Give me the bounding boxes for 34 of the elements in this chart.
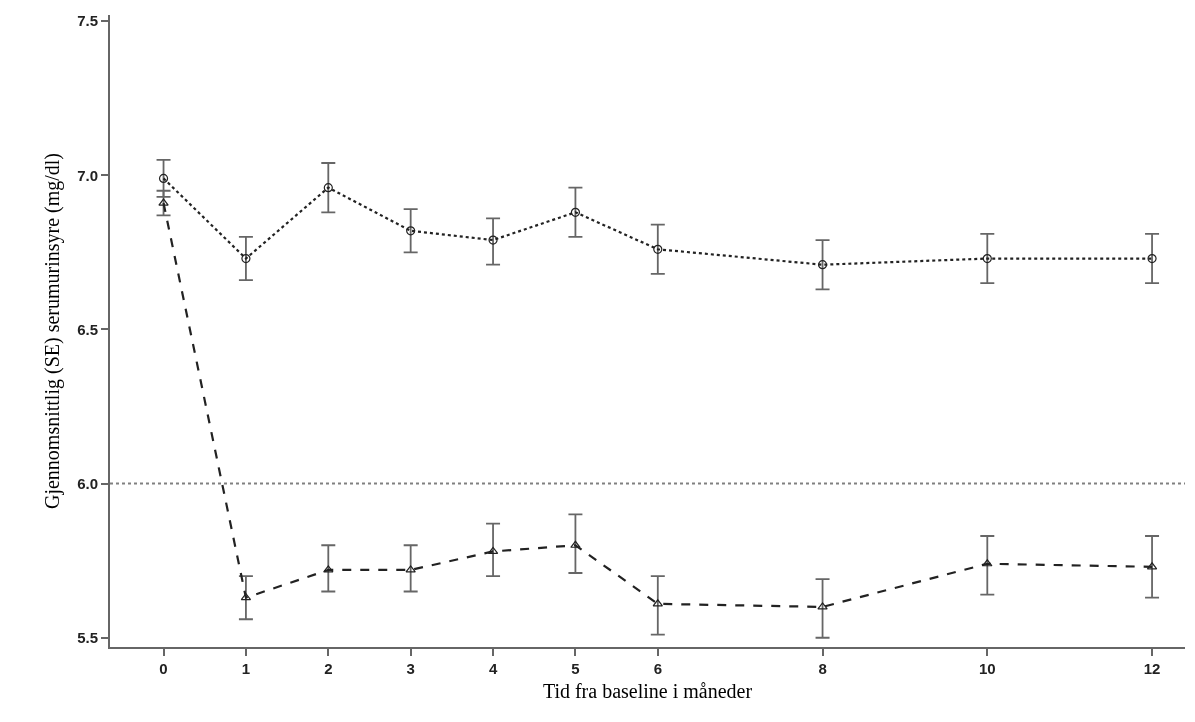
x-tick-label: 4 [488, 660, 498, 677]
y-tick-label: 5.5 [77, 629, 98, 646]
point [406, 226, 416, 236]
point [817, 602, 828, 610]
x-tick-label: 10 [978, 660, 996, 677]
point [488, 235, 498, 245]
point [653, 244, 663, 254]
y-tick-label: 6.5 [77, 320, 98, 338]
y-axis-title: Gjennomsnittlig (SE) serumurinsyre (mg/dl) [41, 152, 65, 510]
x-tick-label: 0 [159, 660, 168, 677]
x-tick-label: 12 [1143, 660, 1161, 677]
y-tick-label: 6.0 [77, 474, 98, 492]
point [1147, 253, 1157, 264]
point [487, 546, 499, 555]
point [982, 253, 992, 264]
x-tick-label: 6 [653, 660, 662, 677]
point [982, 559, 993, 567]
x-axis-title: Tid fra baseline i måneder [542, 680, 753, 702]
point [241, 253, 251, 264]
y-tick-label: 7.5 [77, 12, 98, 30]
x-tick-label: 8 [818, 660, 827, 677]
x-tick-label: 2 [324, 660, 333, 677]
point [570, 207, 581, 217]
x-tick-label: 1 [241, 660, 251, 677]
point [570, 540, 581, 548]
point [323, 183, 333, 193]
point [158, 173, 169, 183]
x-tick-label: 5 [571, 660, 580, 677]
point [405, 565, 416, 573]
x-tick-label: 3 [406, 660, 415, 677]
point [323, 565, 334, 573]
y-tick-label: 7.0 [77, 166, 98, 184]
point [158, 198, 169, 206]
point [817, 260, 828, 270]
